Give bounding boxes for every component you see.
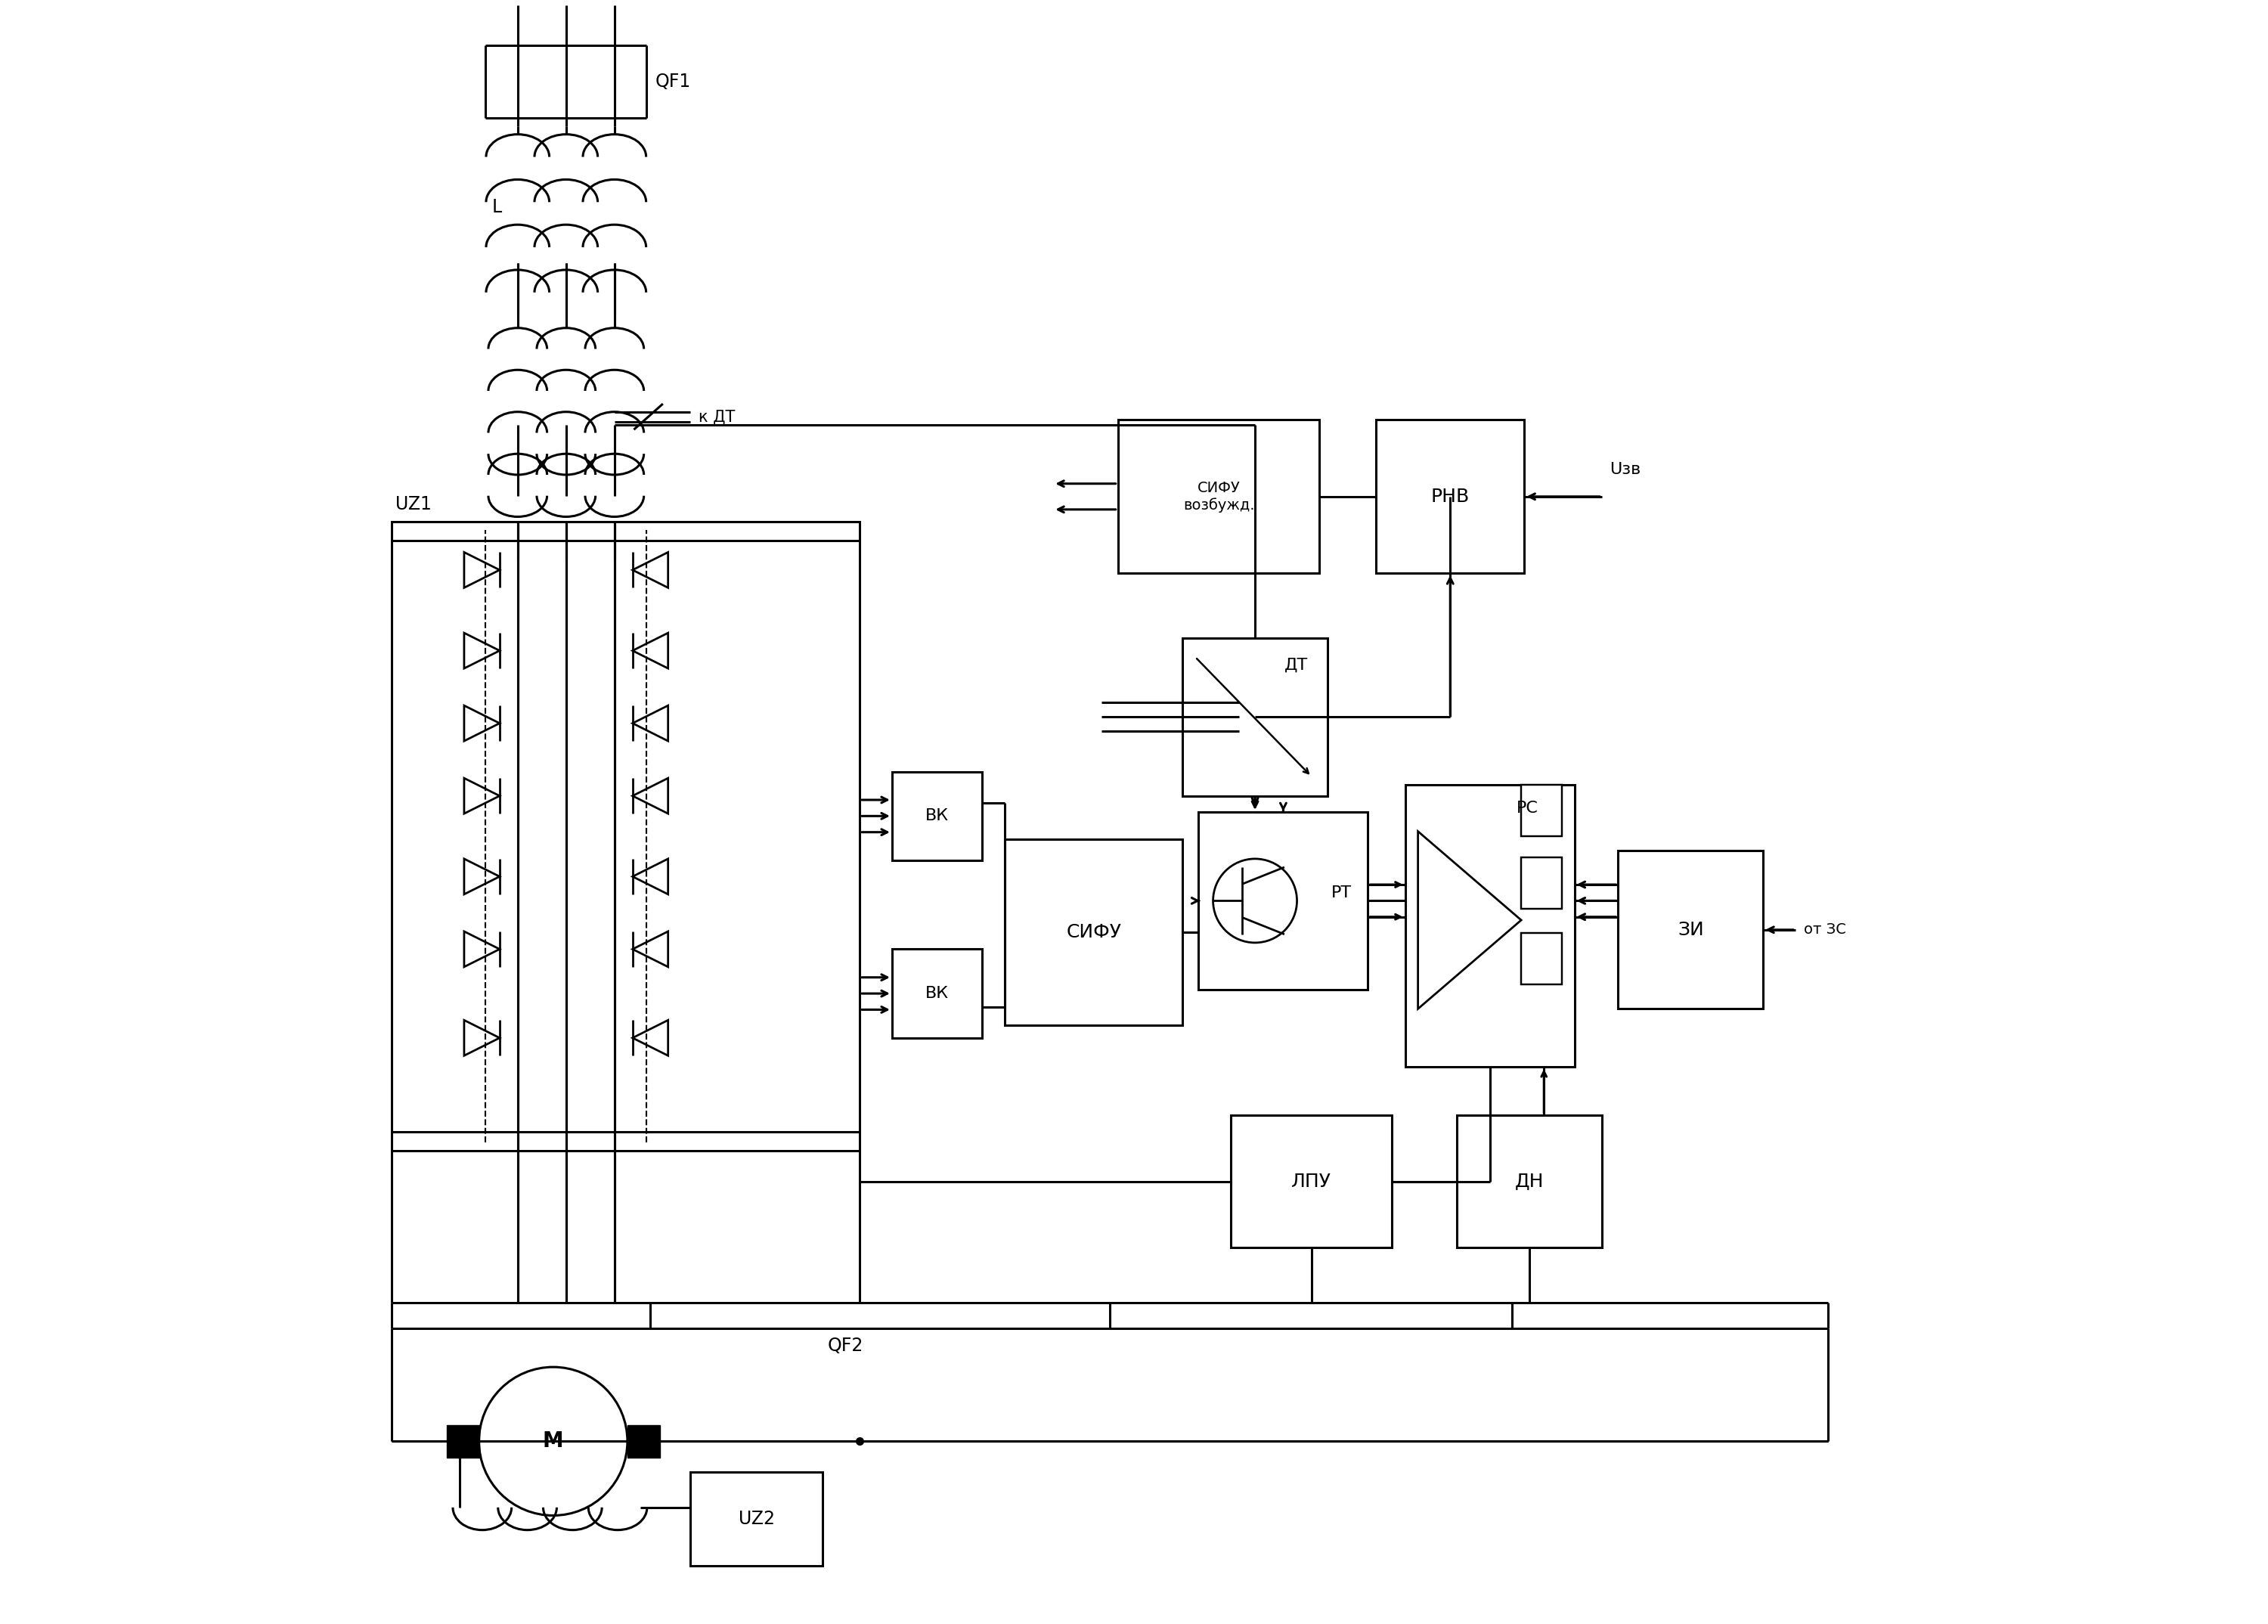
Text: ДН: ДН (1515, 1173, 1545, 1190)
Bar (1456, 1116, 1601, 1247)
Text: РНВ: РНВ (1431, 487, 1470, 505)
Text: М: М (542, 1431, 565, 1452)
Text: ВК: ВК (925, 809, 948, 823)
Bar (1617, 851, 1762, 1009)
Text: L: L (492, 198, 501, 216)
Text: UZ1: UZ1 (395, 495, 431, 513)
Text: ДТ: ДТ (1284, 658, 1309, 672)
Bar (1118, 421, 1320, 573)
Text: РС: РС (1515, 801, 1538, 815)
Text: UZ2: UZ2 (739, 1510, 776, 1528)
Bar (1232, 1116, 1393, 1247)
Bar (1198, 812, 1368, 989)
Bar (628, 1426, 660, 1457)
Bar (1522, 857, 1563, 909)
Bar (1182, 638, 1327, 796)
Text: ЗИ: ЗИ (1678, 921, 1703, 939)
Text: от ЗС: от ЗС (1803, 922, 1846, 937)
Text: ЛПУ: ЛПУ (1290, 1173, 1331, 1190)
Text: СИФУ: СИФУ (1066, 922, 1120, 942)
Bar (891, 948, 982, 1038)
Text: QF1: QF1 (655, 73, 689, 91)
Text: QF2: QF2 (828, 1337, 864, 1354)
Bar (447, 1426, 479, 1457)
Bar (1522, 934, 1563, 984)
Bar (1005, 840, 1182, 1025)
Text: СИФУ
возбужд.: СИФУ возбужд. (1184, 481, 1254, 512)
Bar (891, 771, 982, 861)
Bar (689, 1471, 823, 1566)
Text: Uзв: Uзв (1610, 463, 1642, 477)
Bar (392, 521, 860, 1151)
Bar (1377, 421, 1524, 573)
Bar (1522, 784, 1563, 836)
Text: РТ: РТ (1331, 885, 1352, 900)
Bar (1406, 784, 1574, 1067)
Text: к ДТ: к ДТ (699, 409, 735, 424)
Text: ВК: ВК (925, 986, 948, 1000)
